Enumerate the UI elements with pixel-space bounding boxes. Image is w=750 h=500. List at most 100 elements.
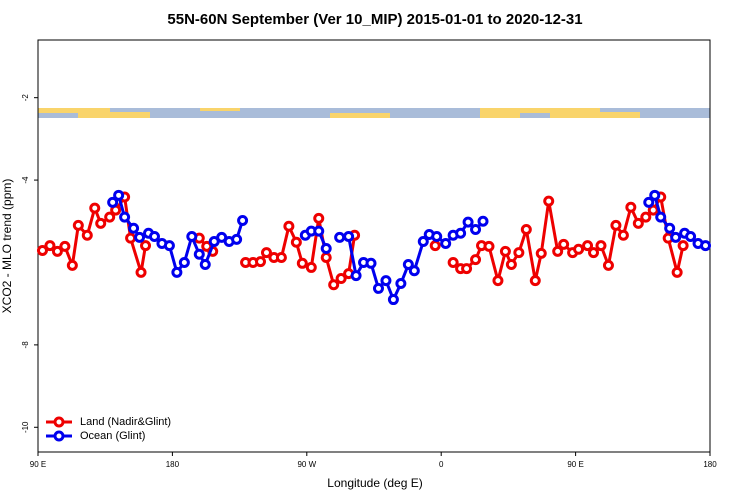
point <box>402 259 414 271</box>
point <box>36 245 48 257</box>
point <box>483 240 495 252</box>
point <box>95 217 107 229</box>
legend-marker <box>53 430 65 442</box>
point <box>51 245 63 257</box>
point <box>140 240 152 252</box>
point <box>417 235 429 247</box>
point <box>595 240 607 252</box>
point <box>135 266 147 278</box>
point <box>513 247 525 259</box>
point <box>499 245 511 257</box>
point <box>350 270 362 282</box>
point <box>59 240 71 252</box>
point <box>617 229 629 241</box>
point <box>552 245 564 257</box>
point <box>290 236 302 248</box>
point <box>470 254 482 266</box>
point <box>677 240 689 252</box>
point <box>610 219 622 231</box>
point <box>408 265 420 277</box>
point <box>387 294 399 306</box>
point <box>655 211 667 223</box>
point <box>529 275 541 287</box>
point <box>558 238 570 250</box>
plot-frame <box>37 39 711 453</box>
point <box>313 225 325 237</box>
x-tick-label: 180 <box>166 460 180 469</box>
point <box>107 196 119 208</box>
point <box>664 222 676 234</box>
point <box>588 247 600 259</box>
point <box>462 216 474 228</box>
point <box>163 240 175 252</box>
point <box>625 201 637 213</box>
point <box>685 231 697 243</box>
x-tick-label: 0 <box>439 460 444 469</box>
point <box>255 256 267 268</box>
point <box>275 252 287 264</box>
point <box>334 231 346 243</box>
point <box>186 231 198 243</box>
point <box>440 238 452 250</box>
point <box>670 231 682 243</box>
point <box>372 282 384 294</box>
point <box>320 252 332 264</box>
point <box>602 259 614 271</box>
point <box>535 247 547 259</box>
point <box>461 263 473 275</box>
point <box>395 277 407 289</box>
point <box>113 189 125 201</box>
point <box>640 211 652 223</box>
point <box>89 202 101 214</box>
point <box>237 214 249 226</box>
point <box>335 273 347 285</box>
y-tick-label: -8 <box>21 341 30 349</box>
point <box>128 222 140 234</box>
point <box>104 211 116 223</box>
point <box>492 275 504 287</box>
point <box>632 217 644 229</box>
point <box>700 240 712 252</box>
point <box>543 195 555 207</box>
point <box>429 240 441 252</box>
point <box>520 224 532 236</box>
point <box>305 261 317 273</box>
map-strip <box>38 108 710 118</box>
point <box>148 231 160 243</box>
point <box>283 220 295 232</box>
y-axis-label: XCO2 - MLO trend (ppm) <box>0 179 14 314</box>
point <box>81 229 93 241</box>
point <box>313 212 325 224</box>
point <box>44 240 56 252</box>
x-tick-label: 90 E <box>567 460 583 469</box>
point <box>380 275 392 287</box>
y-tick-label: -2 <box>21 94 30 102</box>
point <box>119 211 131 223</box>
point <box>231 233 243 245</box>
point <box>505 259 517 271</box>
point <box>328 279 340 291</box>
point <box>470 224 482 236</box>
point <box>296 257 308 269</box>
point <box>134 231 146 243</box>
point <box>643 196 655 208</box>
legend-label: Ocean (Glint) <box>80 430 145 442</box>
point <box>66 259 78 271</box>
point <box>582 240 594 252</box>
x-tick-label: 180 <box>703 460 717 469</box>
point <box>178 256 190 268</box>
point <box>72 219 84 231</box>
point <box>573 243 585 255</box>
x-tick-label: 90 E <box>30 460 46 469</box>
point <box>447 256 459 268</box>
legend-marker <box>53 416 65 428</box>
y-tick-label: -4 <box>21 176 30 184</box>
point <box>649 189 661 201</box>
x-tick-label: 90 W <box>297 460 316 469</box>
point <box>365 257 377 269</box>
point <box>193 248 205 260</box>
point <box>343 231 355 243</box>
point <box>171 266 183 278</box>
y-tick-label: -10 <box>21 421 30 433</box>
